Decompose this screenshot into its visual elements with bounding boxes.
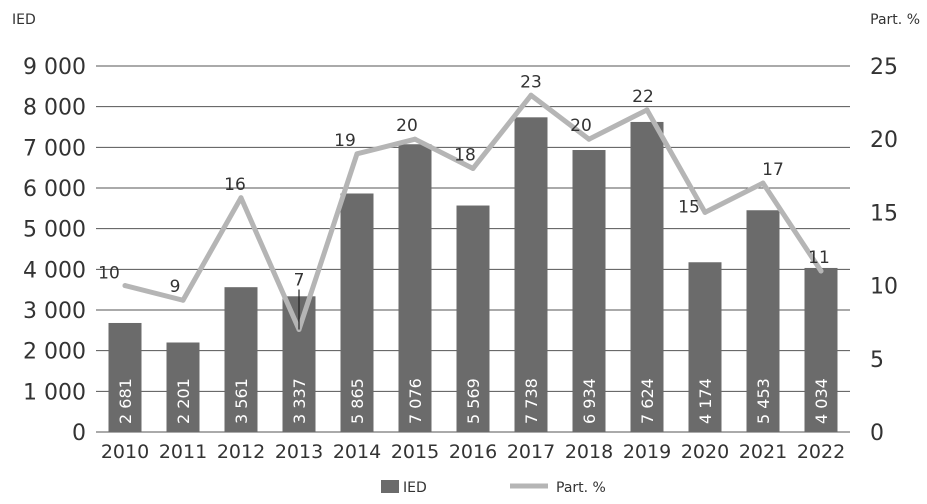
bar-value-label: 7 076 bbox=[406, 378, 425, 424]
line-point bbox=[238, 195, 244, 201]
line-value-label: 20 bbox=[396, 116, 418, 136]
bar bbox=[630, 121, 664, 432]
left-tick-label: 3 000 bbox=[23, 299, 86, 324]
legend-label-part: Part. % bbox=[556, 480, 606, 496]
line-value-label: 18 bbox=[454, 145, 476, 165]
x-tick-label: 2022 bbox=[797, 441, 845, 463]
x-tick-label: 2018 bbox=[565, 441, 613, 463]
x-tick-label: 2021 bbox=[739, 441, 787, 463]
x-tick-label: 2014 bbox=[333, 441, 381, 463]
bar-value-label: 7 738 bbox=[522, 378, 541, 424]
line-value-label: 15 bbox=[678, 197, 700, 217]
left-tick-label: 4 000 bbox=[23, 258, 86, 283]
bar-value-label: 5 453 bbox=[754, 378, 773, 424]
x-tick-label: 2017 bbox=[507, 441, 555, 463]
bar-value-label: 7 624 bbox=[638, 378, 657, 424]
bar-value-label: 4 174 bbox=[696, 378, 715, 424]
line-value-label: 19 bbox=[334, 131, 356, 151]
line-value-label: 9 bbox=[170, 277, 181, 297]
bar bbox=[166, 342, 200, 432]
line-value-label: 10 bbox=[98, 264, 120, 284]
left-axis-title: IED bbox=[12, 12, 36, 28]
left-tick-label: 6 000 bbox=[23, 177, 86, 202]
bar-value-label: 5 865 bbox=[348, 378, 367, 424]
bar-value-label: 3 561 bbox=[232, 378, 251, 424]
right-tick-label: 15 bbox=[870, 201, 898, 226]
line-value-label: 16 bbox=[224, 175, 246, 195]
line-point bbox=[470, 165, 476, 171]
left-tick-label: 1 000 bbox=[23, 380, 86, 405]
x-tick-label: 2015 bbox=[391, 441, 439, 463]
line-point bbox=[702, 209, 708, 215]
bar bbox=[398, 144, 432, 432]
bar bbox=[688, 262, 722, 432]
left-tick-label: 7 000 bbox=[23, 136, 86, 161]
line-point bbox=[586, 136, 592, 142]
line-point bbox=[354, 151, 360, 157]
right-tick-label: 25 bbox=[870, 55, 898, 80]
bar-value-label: 5 569 bbox=[464, 378, 483, 424]
bar bbox=[514, 117, 548, 432]
bar-value-label: 2 201 bbox=[174, 378, 193, 424]
bar bbox=[746, 210, 780, 432]
line-value-label: 17 bbox=[762, 160, 784, 180]
line-point bbox=[528, 92, 534, 98]
left-axis-ticks: 0 1 000 2 000 3 000 4 000 5 000 6 000 7 000 8 00… bbox=[23, 55, 86, 446]
left-tick-label: 8 000 bbox=[23, 96, 86, 121]
bar bbox=[804, 267, 838, 432]
x-tick-label: 2013 bbox=[275, 441, 323, 463]
bar bbox=[456, 205, 490, 432]
line-value-label: 20 bbox=[570, 116, 592, 136]
bar bbox=[108, 322, 142, 432]
legend-swatch-ied bbox=[381, 480, 399, 493]
x-tick-label: 2010 bbox=[101, 441, 149, 463]
line-value-label: 23 bbox=[520, 72, 542, 92]
x-tick-label: 2019 bbox=[623, 441, 671, 463]
x-axis-ticks: 2010 2011 2012 2013 2014 2015 2016 2017 2018 2019… bbox=[101, 441, 845, 463]
line-point bbox=[180, 297, 186, 303]
right-tick-label: 5 bbox=[870, 348, 884, 373]
bar-value-label: 6 934 bbox=[580, 378, 599, 424]
bar-series bbox=[108, 117, 838, 432]
right-axis-ticks: 0 5 10 15 20 25 bbox=[870, 55, 898, 446]
line-point bbox=[412, 136, 418, 142]
x-tick-label: 2020 bbox=[681, 441, 729, 463]
left-tick-label: 0 bbox=[72, 421, 86, 446]
line-series bbox=[122, 92, 824, 333]
x-tick-label: 2012 bbox=[217, 441, 265, 463]
bar bbox=[224, 287, 258, 432]
legend: IED Part. % bbox=[381, 480, 606, 496]
line-value-label: 11 bbox=[808, 248, 830, 268]
right-tick-label: 10 bbox=[870, 275, 898, 300]
x-tick-label: 2016 bbox=[449, 441, 497, 463]
right-tick-label: 20 bbox=[870, 128, 898, 153]
bar bbox=[340, 193, 374, 432]
left-tick-label: 2 000 bbox=[23, 340, 86, 365]
left-tick-label: 9 000 bbox=[23, 55, 86, 80]
line-point bbox=[122, 283, 128, 289]
data-labels: 2 681 2 201 3 561 3 337 5 865 7 076 5 569 7 738… bbox=[98, 72, 831, 424]
bar-value-label: 2 681 bbox=[116, 378, 135, 424]
line-point bbox=[760, 180, 766, 186]
line-value-label: 22 bbox=[632, 87, 654, 107]
line-point bbox=[644, 107, 650, 113]
bar-value-label: 4 034 bbox=[812, 378, 831, 424]
bar-value-label: 3 337 bbox=[290, 378, 309, 424]
line-point bbox=[818, 268, 824, 274]
line-value-label: 7 bbox=[294, 271, 305, 291]
legend-label-ied: IED bbox=[403, 480, 427, 496]
bar bbox=[572, 150, 606, 432]
right-tick-label: 0 bbox=[870, 421, 884, 446]
right-axis-title: Part. % bbox=[870, 12, 920, 28]
x-tick-label: 2011 bbox=[159, 441, 207, 463]
left-tick-label: 5 000 bbox=[23, 218, 86, 243]
